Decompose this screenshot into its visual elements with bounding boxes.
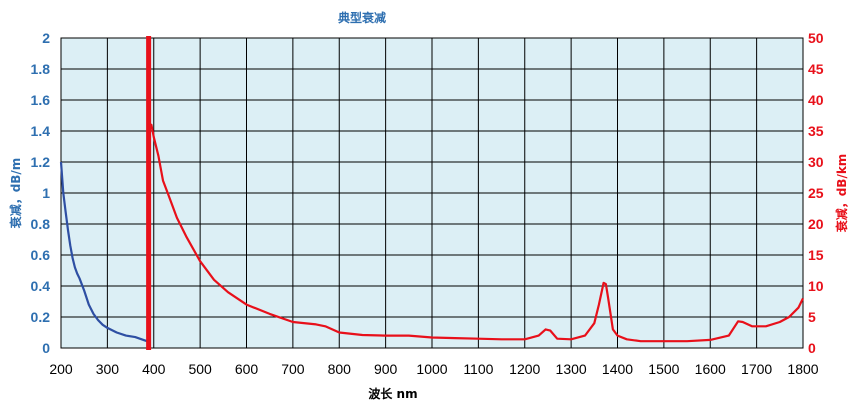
y-left-tick-label: 1 [42, 185, 50, 201]
y-right-tick-label: 5 [808, 309, 816, 325]
y-left-tick-label: 0.8 [31, 216, 51, 232]
x-tick-label: 700 [281, 361, 305, 377]
x-tick-label: 600 [235, 361, 259, 377]
series-group [59, 36, 804, 350]
x-tick-label: 400 [142, 361, 166, 377]
y-left-tick-label: 1.8 [31, 61, 51, 77]
divider-marker [146, 36, 152, 350]
series-line-right [148, 123, 804, 343]
y-right-axis-label: 衰减，dB/km [834, 154, 849, 234]
x-tick-label: 300 [96, 361, 120, 377]
x-axis-label: 波长 nm [368, 386, 417, 401]
y-right-tick-label: 10 [808, 278, 824, 294]
x-tick-label: 500 [188, 361, 212, 377]
y-left-tick-label: 0.4 [31, 278, 51, 294]
y-left-tick-label: 1.2 [31, 154, 51, 170]
x-tick-label: 1300 [556, 361, 587, 377]
series-line-left [59, 161, 150, 343]
x-tick-label: 1000 [416, 361, 447, 377]
y-left-axis-label: 衰减，dB/m [8, 158, 23, 230]
y-right-tick-label: 30 [808, 154, 824, 170]
x-tick-label: 900 [374, 361, 398, 377]
y-right-tick-label: 25 [808, 185, 824, 201]
chart-title: 典型衰减 [338, 10, 386, 25]
y-right-tick-label: 45 [808, 61, 824, 77]
x-tick-label: 1400 [602, 361, 633, 377]
y-right-tick-label: 0 [808, 340, 816, 356]
y-left-tick-label: 0.6 [31, 247, 51, 263]
x-tick-label: 200 [49, 361, 73, 377]
y-right-tick-label: 15 [808, 247, 824, 263]
y-right-tick-label: 35 [808, 123, 824, 139]
plot-area [60, 37, 804, 349]
y-left-tick-label: 2 [42, 30, 50, 46]
x-tick-label: 1200 [509, 361, 540, 377]
x-tick-label: 1500 [648, 361, 679, 377]
y-left-tick-label: 1.6 [31, 92, 51, 108]
y-right-tick-label: 40 [808, 92, 824, 108]
y-left-tick-label: 0.2 [31, 309, 51, 325]
x-tick-label: 800 [328, 361, 352, 377]
x-tick-label: 1100 [463, 361, 493, 377]
y-right-tick-label: 50 [808, 30, 824, 46]
y-right-tick-label: 20 [808, 216, 824, 232]
y-left-tick-label: 0 [42, 340, 50, 356]
x-tick-label: 1700 [741, 361, 772, 377]
tick-labels: 200 300 400 500 600 700 800 900 1000 1100 1200 1300… [31, 30, 824, 377]
x-tick-label: 1600 [695, 361, 726, 377]
x-tick-label: 1800 [787, 361, 818, 377]
y-left-tick-label: 1.4 [31, 123, 51, 139]
